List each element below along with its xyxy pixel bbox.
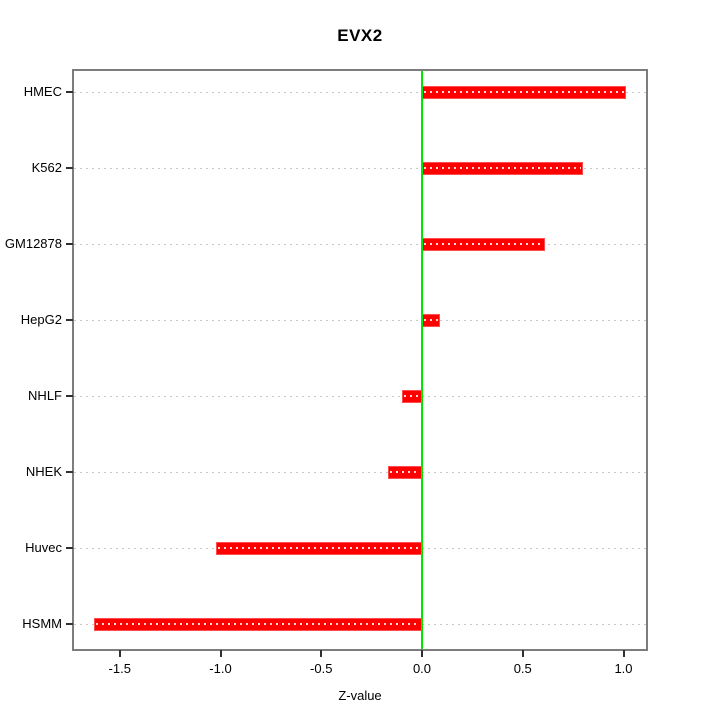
x-axis-tick-label: -1.5 <box>108 661 131 676</box>
grid-line <box>74 243 646 245</box>
bar <box>387 465 422 479</box>
chart-title: EVX2 <box>337 26 383 45</box>
x-axis-tick-label: 0.5 <box>513 661 532 676</box>
zero-reference-line <box>421 71 423 649</box>
bar <box>216 541 422 555</box>
x-axis-title: Z-value <box>338 688 382 703</box>
bar <box>422 85 626 99</box>
x-axis-tick <box>622 650 625 657</box>
bar <box>422 313 441 327</box>
x-axis-tick <box>521 650 524 657</box>
y-axis-tick <box>66 91 73 93</box>
x-axis-tick-label: -1.0 <box>209 661 232 676</box>
y-axis-label: Huvec <box>25 540 62 555</box>
y-axis-label: HMEC <box>23 84 62 99</box>
y-axis-tick <box>66 547 73 549</box>
bar <box>422 237 545 251</box>
y-axis-label: HepG2 <box>20 312 62 327</box>
y-axis-label: K562 <box>31 160 62 175</box>
x-axis-tick-label: 0.0 <box>412 661 432 676</box>
y-axis-tick <box>66 319 73 321</box>
y-axis-label: GM12878 <box>4 236 62 251</box>
bar <box>401 389 422 403</box>
y-axis-tick <box>66 471 73 473</box>
bar-dot-pattern <box>218 547 420 549</box>
bar-dot-pattern <box>95 623 420 625</box>
x-axis-tick <box>118 650 121 657</box>
x-axis-tick <box>219 650 222 657</box>
x-axis-tick <box>421 650 423 657</box>
bar-dot-pattern <box>424 91 624 93</box>
bar-dot-pattern <box>389 471 420 473</box>
bar <box>422 161 584 175</box>
bar-dot-pattern <box>403 395 420 397</box>
plot-area <box>72 69 648 651</box>
x-axis-tick <box>320 650 323 657</box>
y-axis-label: NHLF <box>28 388 62 403</box>
bar <box>93 617 422 631</box>
y-axis-tick <box>66 167 73 169</box>
grid-line <box>74 319 646 321</box>
grid-line <box>74 167 646 169</box>
y-axis-label: NHEK <box>25 464 62 479</box>
bar-dot-pattern <box>424 167 582 169</box>
y-axis-tick <box>66 243 73 245</box>
bar-dot-pattern <box>424 243 543 245</box>
y-axis-label: HSMM <box>22 616 62 631</box>
y-axis-tick <box>66 395 73 397</box>
y-axis-tick <box>66 623 73 625</box>
x-axis-tick-label: -0.5 <box>310 661 333 676</box>
x-axis-tick-label: 1.0 <box>614 661 633 676</box>
grid-line <box>74 395 646 397</box>
bar-dot-pattern <box>424 319 439 321</box>
grid-line <box>74 471 646 473</box>
grid-line <box>74 91 646 93</box>
